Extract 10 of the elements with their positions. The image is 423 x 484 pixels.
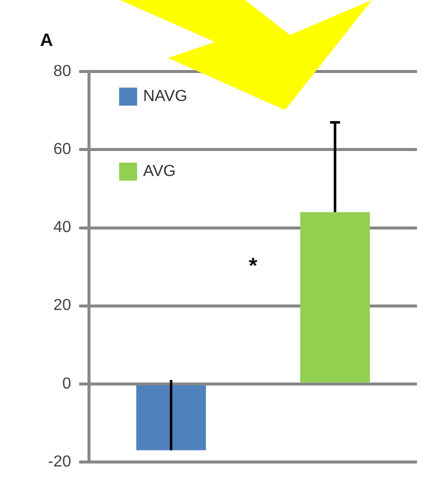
y-tick-label: -20: [48, 453, 72, 470]
legend-label: NAVG: [143, 88, 188, 106]
y-tick-label: 80: [53, 63, 72, 80]
annotation: *: [248, 252, 258, 278]
legend-label: AVG: [143, 163, 176, 180]
y-tick-label: 20: [53, 297, 72, 314]
y-tick-label: 60: [53, 141, 72, 158]
y-tick-label: 0: [62, 375, 72, 392]
y-tick-label: 40: [53, 219, 72, 236]
chart-title: A: [40, 30, 53, 50]
